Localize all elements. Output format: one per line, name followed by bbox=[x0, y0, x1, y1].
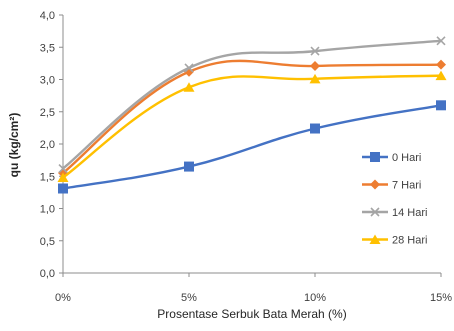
x-tick-label: 10% bbox=[304, 292, 326, 304]
legend-label: 28 Hari bbox=[392, 235, 427, 247]
legend-marker bbox=[369, 234, 381, 244]
data-point bbox=[310, 46, 320, 56]
series-4 bbox=[57, 70, 447, 183]
x-tick-label: 0% bbox=[55, 292, 71, 304]
series-line bbox=[62, 104, 442, 190]
legend-marker bbox=[370, 152, 380, 162]
series-line bbox=[62, 74, 442, 179]
legend-label: 14 Hari bbox=[392, 207, 427, 219]
data-point bbox=[58, 183, 68, 194]
legend: 0 Hari 7 Hari 14 Hari 28 Hari bbox=[362, 152, 427, 247]
x-tick-labels: 0% 5% 10% 15% bbox=[55, 273, 452, 304]
data-point bbox=[309, 73, 321, 84]
series-3 bbox=[58, 36, 446, 174]
series-1 bbox=[58, 100, 446, 194]
legend-item: 7 Hari bbox=[362, 179, 421, 192]
data-point bbox=[310, 60, 320, 71]
data-point bbox=[435, 70, 447, 81]
y-tick-label: 1,0 bbox=[40, 204, 55, 216]
legend-item: 0 Hari bbox=[362, 152, 421, 164]
series-line bbox=[62, 39, 442, 170]
data-point bbox=[436, 100, 446, 111]
y-tick-label: 3,0 bbox=[40, 75, 55, 87]
y-tick-label: 2,0 bbox=[40, 139, 55, 151]
legend-item: 14 Hari bbox=[362, 207, 427, 219]
y-tick-label: 1,5 bbox=[40, 171, 55, 183]
data-point bbox=[436, 36, 446, 46]
y-tick-label: 3,5 bbox=[40, 42, 55, 54]
data-point bbox=[58, 163, 68, 174]
data-point bbox=[184, 161, 194, 172]
legend-label: 0 Hari bbox=[392, 152, 421, 164]
data-point bbox=[184, 63, 194, 73]
x-axis-title: Prosentase Serbuk Bata Merah (%) bbox=[157, 307, 346, 321]
y-axis-title: qu (kg/cm²) bbox=[7, 113, 21, 178]
data-point bbox=[57, 172, 69, 183]
legend-item: 28 Hari bbox=[362, 234, 427, 247]
data-point bbox=[183, 82, 195, 92]
y-tick-label: 4,0 bbox=[40, 10, 55, 22]
data-point bbox=[436, 59, 446, 70]
legend-label: 7 Hari bbox=[392, 180, 421, 192]
data-point bbox=[310, 123, 320, 134]
y-tick-labels: 0,0 0,5 1,0 1,5 2,0 2,5 3,0 3,5 4,0 bbox=[40, 10, 63, 280]
legend-marker bbox=[370, 207, 380, 217]
y-tick-label: 0,0 bbox=[40, 268, 55, 280]
series-line bbox=[62, 59, 442, 174]
series-layer bbox=[57, 36, 447, 194]
x-tick-label: 5% bbox=[181, 292, 197, 304]
x-tick-label: 15% bbox=[430, 292, 452, 304]
y-tick-label: 2,5 bbox=[40, 107, 55, 119]
y-tick-label: 0,5 bbox=[40, 236, 55, 248]
legend-marker bbox=[370, 179, 380, 190]
